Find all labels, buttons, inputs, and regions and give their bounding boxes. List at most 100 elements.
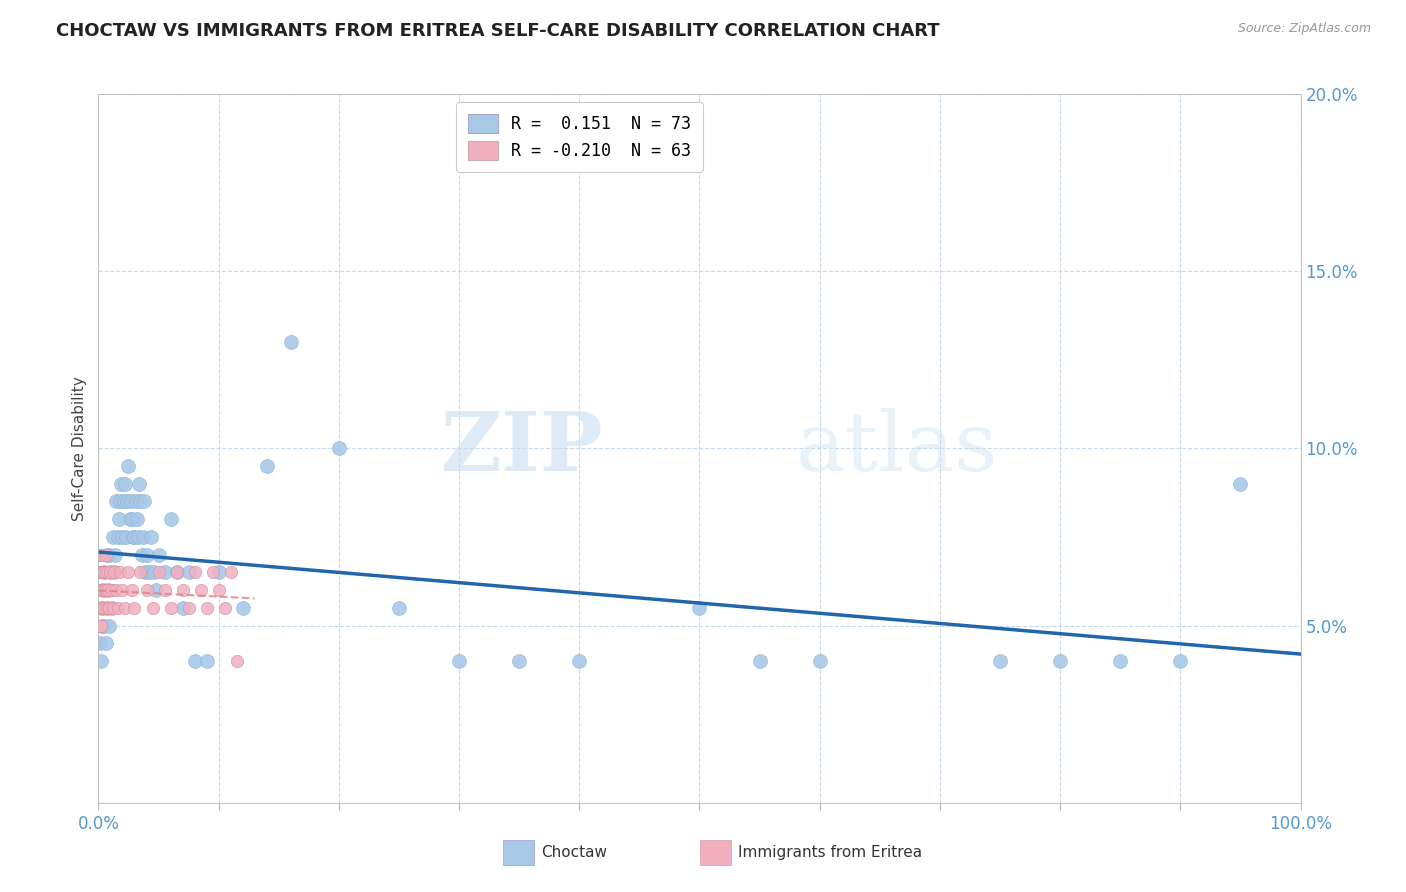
Point xyxy=(91,583,114,598)
Point xyxy=(94,583,117,598)
Point xyxy=(89,583,111,598)
Point xyxy=(166,566,188,580)
Point xyxy=(91,600,114,615)
Point xyxy=(118,512,141,526)
Point xyxy=(107,600,129,615)
Point xyxy=(90,618,112,632)
Point xyxy=(138,566,160,580)
Point xyxy=(195,600,218,615)
Point xyxy=(91,618,114,632)
Point xyxy=(1170,654,1192,668)
Point xyxy=(89,583,111,598)
Point xyxy=(124,600,146,615)
Point xyxy=(110,476,132,491)
Point xyxy=(172,600,194,615)
Point xyxy=(208,566,231,580)
Point xyxy=(1229,476,1251,491)
Point xyxy=(568,654,591,668)
Point xyxy=(195,654,218,668)
Point xyxy=(135,583,157,598)
Text: CHOCTAW VS IMMIGRANTS FROM ERITREA SELF-CARE DISABILITY CORRELATION CHART: CHOCTAW VS IMMIGRANTS FROM ERITREA SELF-… xyxy=(56,22,939,40)
Point xyxy=(117,494,139,508)
Point xyxy=(166,566,188,580)
Point xyxy=(98,548,121,562)
Point xyxy=(91,566,114,580)
Point xyxy=(141,600,163,615)
Point xyxy=(111,583,134,598)
Point xyxy=(689,600,711,615)
Point xyxy=(89,600,111,615)
Point xyxy=(98,618,121,632)
Point xyxy=(112,494,135,508)
Point xyxy=(98,600,121,615)
Point xyxy=(89,600,111,615)
Point xyxy=(105,583,128,598)
Point xyxy=(172,583,194,598)
Point xyxy=(153,566,176,580)
Point xyxy=(108,494,131,508)
Point xyxy=(114,600,136,615)
Text: Immigrants from Eritrea: Immigrants from Eritrea xyxy=(738,846,922,860)
Point xyxy=(128,476,150,491)
Text: Choctaw: Choctaw xyxy=(541,846,607,860)
Point xyxy=(90,583,112,598)
Point xyxy=(91,600,114,615)
Point xyxy=(125,494,148,508)
Point xyxy=(256,458,278,473)
Point xyxy=(108,512,131,526)
Point xyxy=(132,494,155,508)
Point xyxy=(91,600,114,615)
Point xyxy=(105,494,128,508)
Point xyxy=(1049,654,1071,668)
Point xyxy=(93,618,115,632)
Point xyxy=(141,530,163,544)
Point xyxy=(89,566,111,580)
Point xyxy=(159,512,181,526)
Point xyxy=(142,566,165,580)
Point xyxy=(89,600,111,615)
Point xyxy=(93,600,115,615)
Point xyxy=(190,583,212,598)
Point xyxy=(96,548,118,562)
Point xyxy=(177,566,200,580)
Point xyxy=(159,600,181,615)
Point xyxy=(101,530,124,544)
Point xyxy=(447,654,470,668)
Y-axis label: Self-Care Disability: Self-Care Disability xyxy=(72,376,87,521)
Point xyxy=(104,548,127,562)
Point xyxy=(388,600,411,615)
Point xyxy=(100,566,122,580)
Point xyxy=(103,566,125,580)
Point xyxy=(117,458,139,473)
Point xyxy=(89,600,111,615)
Point xyxy=(89,618,111,632)
Point xyxy=(120,494,142,508)
Point xyxy=(129,566,152,580)
Point xyxy=(91,566,114,580)
Point xyxy=(225,654,247,668)
Point xyxy=(148,566,170,580)
Text: atlas: atlas xyxy=(796,409,998,488)
Point xyxy=(114,476,136,491)
Point xyxy=(89,566,111,580)
Point xyxy=(90,600,112,615)
Point xyxy=(111,530,134,544)
Point xyxy=(94,548,117,562)
Legend: R =  0.151  N = 73, R = -0.210  N = 63: R = 0.151 N = 73, R = -0.210 N = 63 xyxy=(456,102,703,172)
Point xyxy=(508,654,530,668)
Point xyxy=(328,442,350,456)
Point xyxy=(183,654,205,668)
Point xyxy=(96,600,118,615)
Point xyxy=(115,530,138,544)
Point xyxy=(201,566,224,580)
Point xyxy=(127,530,149,544)
Point xyxy=(122,530,145,544)
Point xyxy=(219,566,242,580)
Point xyxy=(121,583,143,598)
Point xyxy=(108,566,131,580)
Point xyxy=(1109,654,1132,668)
Point xyxy=(117,566,139,580)
Point xyxy=(91,600,114,615)
Point xyxy=(94,636,117,650)
Point xyxy=(125,512,148,526)
